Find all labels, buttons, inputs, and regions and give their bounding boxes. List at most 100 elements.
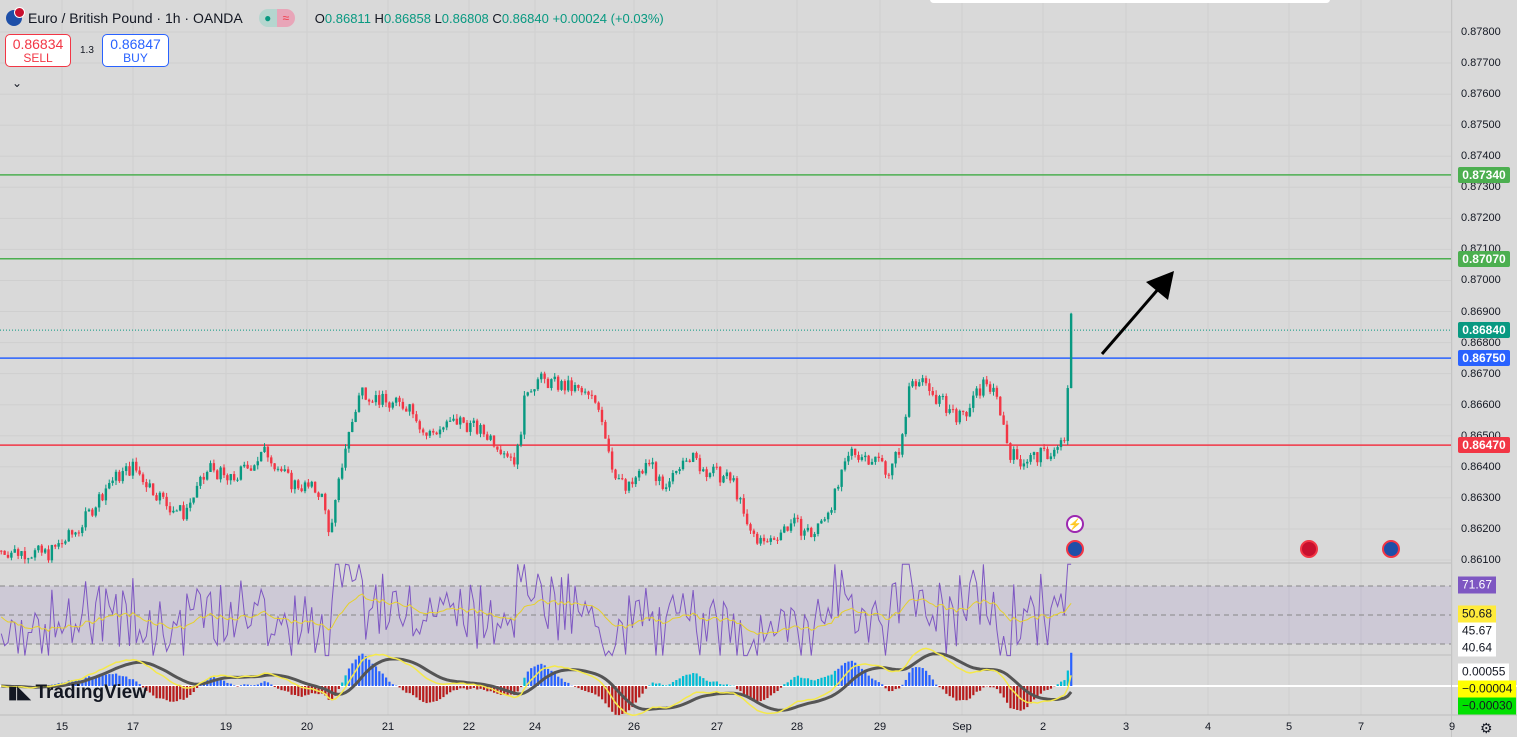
- macd-histogram-bar: [746, 686, 749, 698]
- candle: [972, 395, 975, 408]
- macd-histogram-bar: [442, 686, 445, 698]
- price-level-tag[interactable]: 0.87340: [1458, 166, 1510, 183]
- candle: [212, 463, 216, 471]
- candle: [607, 438, 610, 452]
- candle: [1026, 461, 1029, 464]
- macd-histogram-bar: [361, 653, 364, 686]
- macd-histogram-bar: [243, 684, 246, 686]
- macd-histogram-bar: [634, 686, 637, 703]
- candle: [722, 476, 725, 483]
- candle: [131, 461, 135, 476]
- macd-histogram-bar: [830, 674, 833, 686]
- candle: [540, 373, 543, 380]
- candle: [833, 488, 837, 511]
- candle: [853, 448, 857, 455]
- price-tick: 0.86800: [1461, 336, 1501, 349]
- macd-histogram-bar: [118, 675, 121, 686]
- candle: [263, 446, 266, 453]
- eu-event-icon[interactable]: [1382, 540, 1400, 558]
- settings-gear-icon[interactable]: ⚙: [1480, 720, 1493, 736]
- macd-histogram-bar: [462, 686, 465, 689]
- time-tick: 4: [1204, 721, 1212, 733]
- candle: [583, 391, 587, 393]
- candle: [567, 380, 570, 391]
- price-axis[interactable]: [1451, 0, 1517, 737]
- macd-histogram-bar: [233, 685, 236, 686]
- candle: [644, 462, 648, 474]
- uk-event-icon[interactable]: [1300, 540, 1318, 558]
- candle: [995, 387, 999, 397]
- candle: [330, 522, 334, 533]
- candle: [465, 422, 469, 432]
- candle: [897, 451, 901, 455]
- candle: [725, 472, 729, 477]
- macd-histogram-bar: [769, 686, 772, 696]
- candle: [799, 518, 803, 536]
- price-level-tag[interactable]: 0.87070: [1458, 250, 1510, 267]
- candle: [631, 481, 634, 485]
- macd-histogram-bar: [165, 686, 168, 701]
- collapse-chevron-icon[interactable]: ⌄: [12, 76, 23, 90]
- macd-histogram-bar: [287, 686, 290, 692]
- price-level-tag[interactable]: 0.86840: [1458, 322, 1510, 339]
- macd-histogram-bar: [37, 684, 40, 686]
- macd-histogram-bar: [121, 676, 124, 686]
- eu-event-icon[interactable]: [1066, 540, 1084, 558]
- macd-histogram-bar: [155, 686, 158, 699]
- candle: [509, 456, 513, 458]
- buy-button[interactable]: 0.86847 BUY: [102, 34, 169, 67]
- candle: [604, 421, 607, 439]
- candle: [162, 492, 165, 497]
- candle: [651, 462, 654, 465]
- macd-histogram-bar: [992, 686, 995, 688]
- price-tick: 0.87800: [1461, 26, 1501, 38]
- candle: [523, 395, 526, 435]
- sell-button[interactable]: 0.86834 SELL: [5, 34, 71, 67]
- macd-histogram-bar: [574, 686, 577, 687]
- macd-histogram-bar: [607, 686, 610, 708]
- macd-histogram-bar: [722, 684, 725, 686]
- lightning-event-icon[interactable]: ⚡: [1066, 515, 1084, 533]
- macd-histogram-bar: [975, 686, 978, 692]
- candle: [327, 510, 330, 533]
- candle: [67, 530, 70, 542]
- macd-histogram-bar: [921, 668, 924, 686]
- candle: [317, 492, 320, 497]
- candle: [573, 385, 577, 392]
- macd-histogram-bar: [705, 680, 708, 686]
- candle: [529, 391, 533, 393]
- market-status[interactable]: ● ≈: [258, 9, 295, 27]
- candle: [864, 455, 867, 458]
- candle: [1019, 459, 1022, 467]
- price-level-tag[interactable]: 0.86470: [1458, 437, 1510, 454]
- candle: [6, 554, 10, 558]
- symbol-title[interactable]: Euro / British Pound · 1h · OANDA: [28, 10, 243, 26]
- macd-histogram-bar: [479, 686, 482, 689]
- candle: [610, 451, 614, 470]
- candle: [1063, 440, 1066, 442]
- macd-histogram-bar: [661, 684, 664, 686]
- macd-histogram-bar: [266, 682, 270, 686]
- macd-histogram-bar: [385, 677, 388, 686]
- candle: [10, 552, 13, 558]
- macd-histogram-bar: [401, 686, 405, 691]
- macd-histogram-bar: [104, 674, 108, 686]
- macd-histogram-bar: [466, 686, 469, 690]
- candle: [543, 373, 546, 379]
- indicator-value-label: 40.64: [1458, 639, 1497, 657]
- candle: [887, 474, 891, 476]
- candle: [30, 557, 33, 559]
- macd-histogram-bar: [783, 684, 786, 686]
- macd-histogram-bar: [617, 686, 621, 716]
- price-level-tag[interactable]: 0.86750: [1458, 350, 1510, 367]
- macd-histogram-bar: [877, 682, 880, 686]
- candle: [681, 460, 685, 470]
- macd-histogram-bar: [884, 686, 887, 689]
- candle: [904, 416, 907, 435]
- candle: [884, 461, 887, 475]
- price-tick: 0.86900: [1461, 305, 1501, 318]
- candle: [438, 429, 442, 435]
- macd-histogram-bar: [759, 686, 762, 702]
- macd-histogram-bar: [752, 686, 756, 701]
